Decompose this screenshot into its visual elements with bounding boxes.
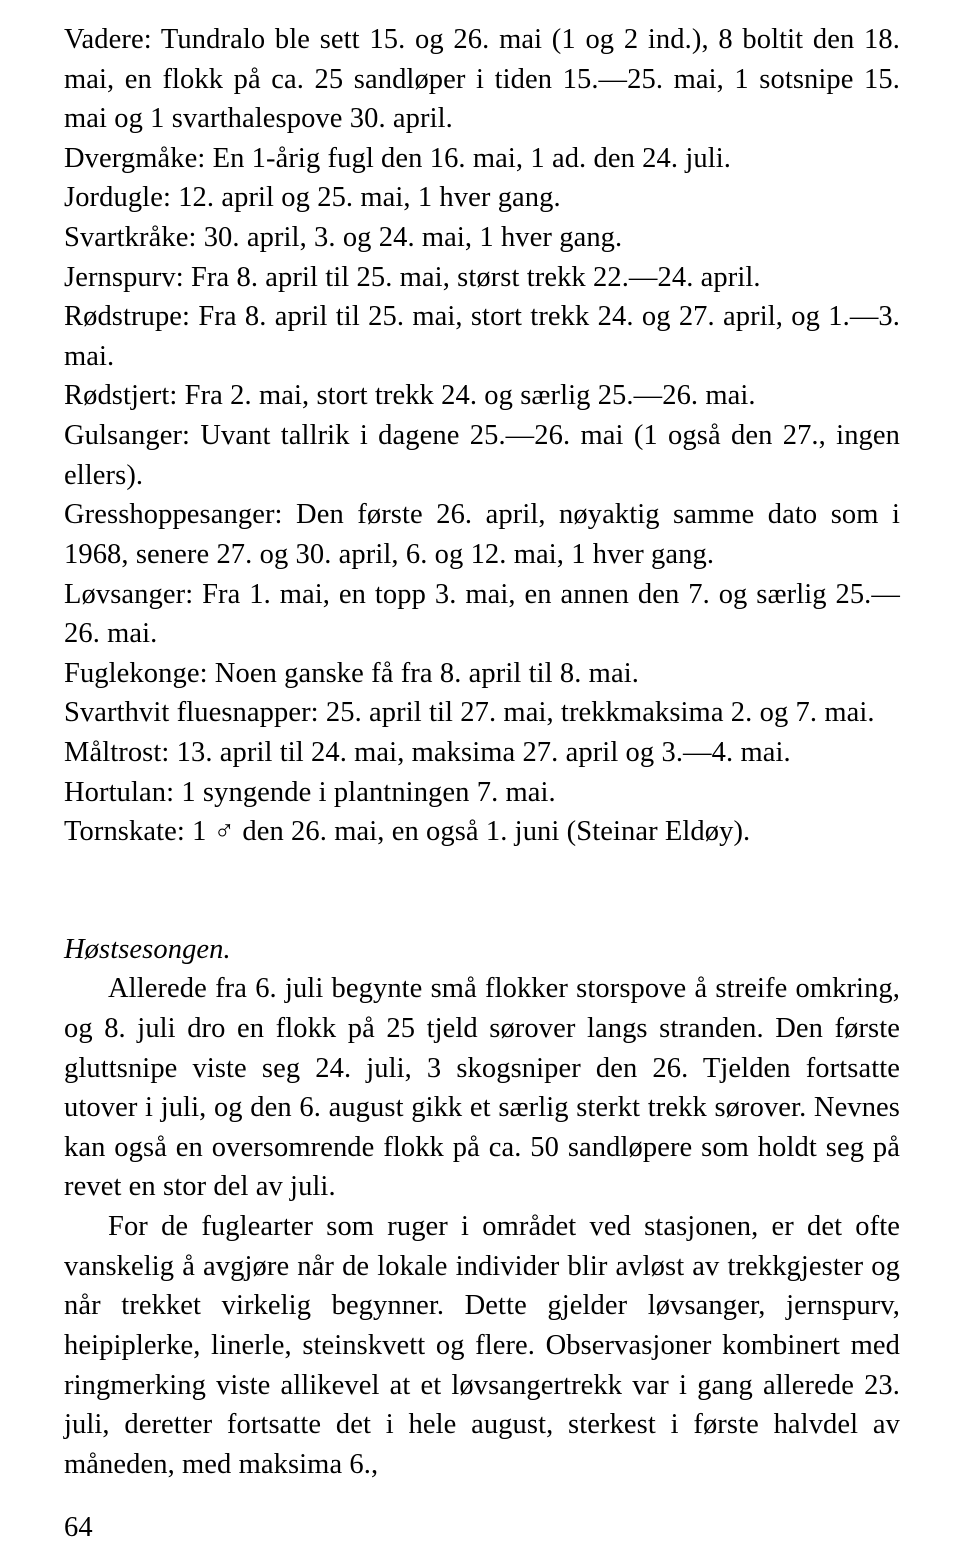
- section-gap: [64, 852, 900, 930]
- host-p2: For de fuglearter som ruger i området ve…: [64, 1207, 900, 1484]
- host-season-heading: Høstsesongen.: [64, 930, 900, 970]
- document-page: Vadere: Tundralo ble sett 15. og 26. mai…: [0, 0, 960, 1548]
- species-list-paragraph: Vadere: Tundralo ble sett 15. og 26. mai…: [64, 20, 900, 852]
- host-p1: Allerede fra 6. juli begynte små flokker…: [64, 969, 900, 1207]
- page-number: 64: [64, 1508, 900, 1548]
